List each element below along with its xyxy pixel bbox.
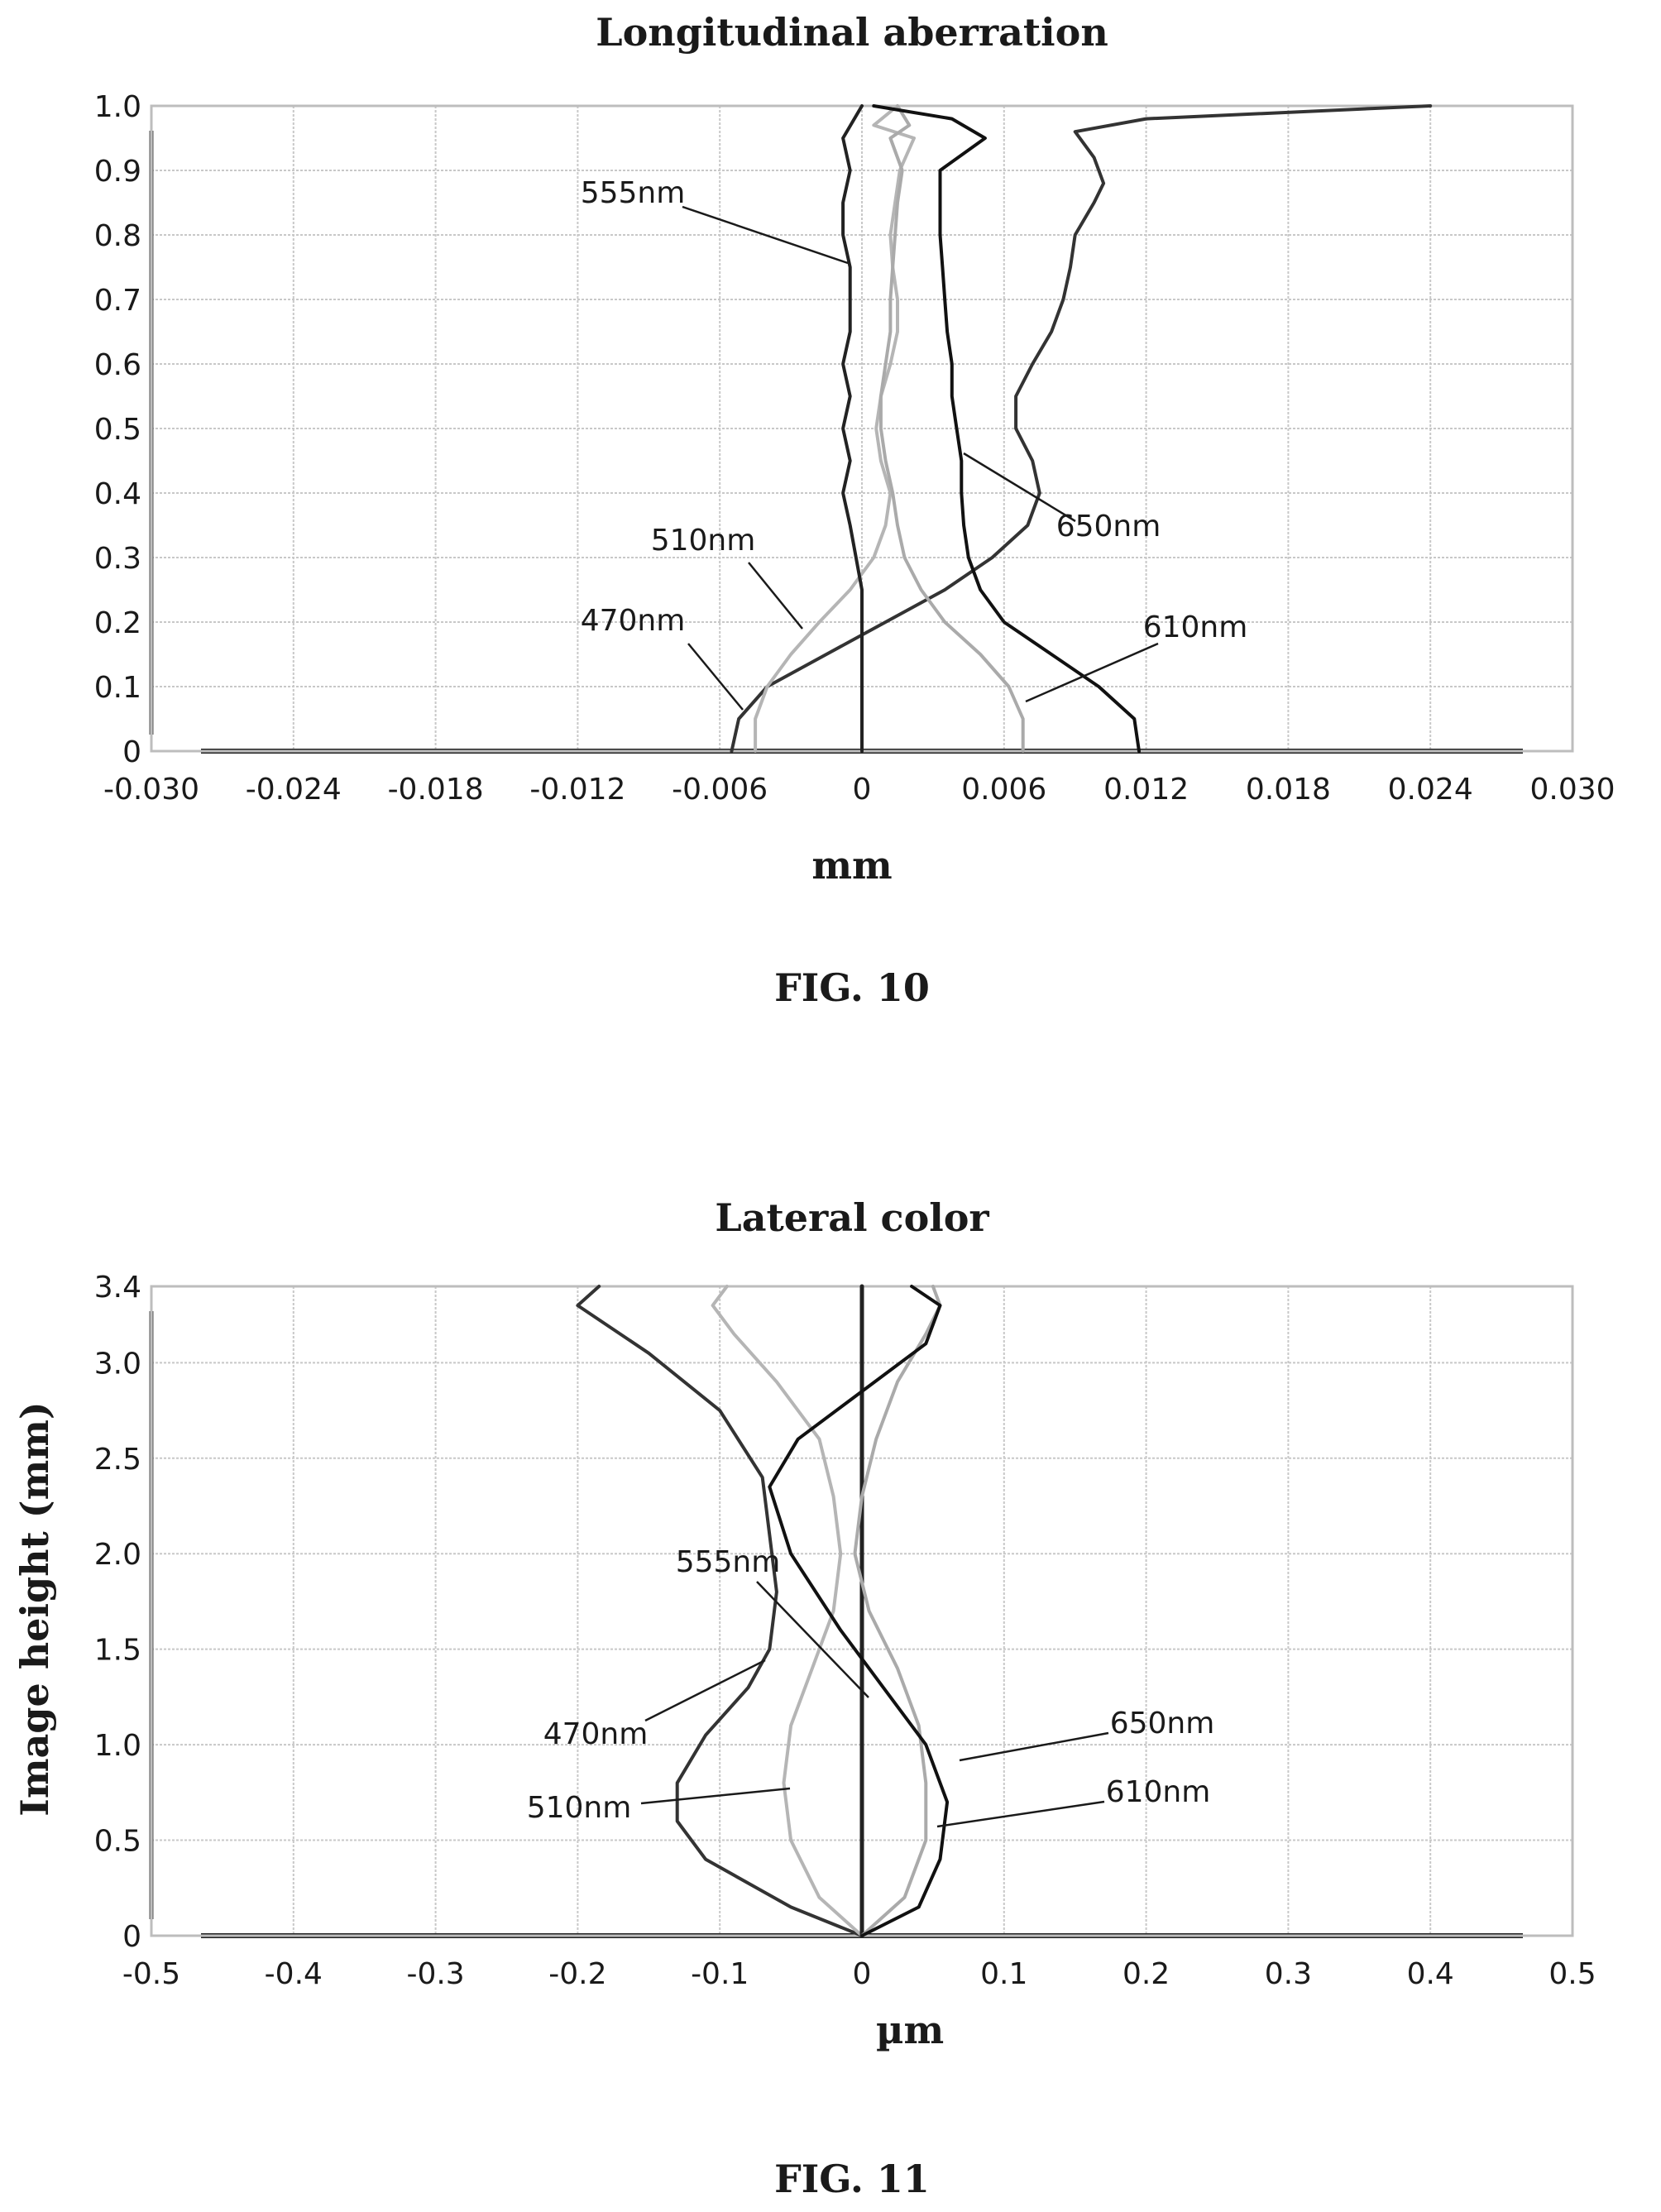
- callout-leader: [640, 1787, 791, 1805]
- series-label: 470nm: [581, 604, 686, 638]
- callouts: 555nm 510nm 470nm 650nm 610nm: [581, 176, 1248, 711]
- y-tick-label: 0.8: [94, 219, 141, 253]
- callout-leader: [756, 1581, 869, 1698]
- x-tick-label: -0.018: [388, 773, 484, 807]
- x-tick-label: 0.012: [1103, 773, 1189, 807]
- series-label: 470nm: [543, 1717, 649, 1751]
- callout-leader: [682, 205, 849, 265]
- x-tick-label: 0: [853, 1957, 872, 1991]
- x-tick-label: 0.4: [1407, 1957, 1454, 1991]
- x-tick-label: -0.4: [265, 1957, 323, 1991]
- tick-labels: -0.5 -0.4 -0.3 -0.2 -0.1 0 0.1 0.2 0.3 0.4 0.5 0 0.5…: [94, 1271, 1596, 1991]
- x-tick-label: 0.5: [1549, 1957, 1596, 1991]
- y-tick-label: 0: [122, 1920, 141, 1954]
- y-tick-label: 0.7: [94, 284, 141, 318]
- y-tick-label: 0.4: [94, 477, 141, 511]
- series-group: [576, 1284, 950, 1938]
- series-label: 510nm: [651, 524, 756, 558]
- x-tick-label: 0.1: [980, 1957, 1027, 1991]
- figure-label: FIG. 10: [774, 965, 930, 1010]
- series-line-650nm: [768, 1285, 950, 1937]
- x-axis-label: µm: [876, 2008, 944, 2052]
- y-tick-label: 1.5: [94, 1634, 141, 1668]
- series-label: 555nm: [676, 1545, 781, 1579]
- series-line-470nm: [576, 1285, 864, 1937]
- series-label: 610nm: [1143, 610, 1248, 644]
- y-tick-label: 3.0: [94, 1347, 141, 1381]
- x-tick-label: 0: [853, 773, 872, 807]
- callout-leader: [959, 1731, 1109, 1762]
- series-label: 650nm: [1056, 510, 1161, 543]
- longitudinal-aberration-chart: Longitudinal aberration -0.030 -0.024 -0.0…: [94, 10, 1616, 1010]
- x-tick-label: -0.012: [529, 773, 625, 807]
- x-tick-label: -0.2: [548, 1957, 606, 1991]
- x-tick-label: -0.006: [672, 773, 768, 807]
- y-tick-label: 0.5: [94, 413, 141, 447]
- lateral-color-chart: Lateral color -0.5 -0.4 -0.3 -0.2 -0.1 0 0.1 0.…: [12, 1195, 1596, 2201]
- callout-leader: [1025, 642, 1159, 703]
- callout-leader: [687, 643, 744, 711]
- y-tick-label: 0.6: [94, 348, 141, 382]
- callout-leader: [748, 562, 803, 630]
- y-tick-label: 2.5: [94, 1443, 141, 1477]
- tick-labels: -0.030 -0.024 -0.018 -0.012 -0.006 0 0.006 0.01…: [94, 90, 1616, 807]
- x-tick-label: -0.5: [122, 1957, 180, 1991]
- series-line-510nm: [711, 1285, 864, 1937]
- y-tick-label: 0.2: [94, 606, 141, 640]
- y-tick-label: 0: [122, 735, 141, 769]
- x-tick-label: -0.1: [691, 1957, 749, 1991]
- series-line-650nm: [872, 104, 1141, 753]
- series-label: 555nm: [581, 176, 686, 210]
- series-line-510nm: [754, 104, 916, 753]
- y-axis-label: Image height (mm): [12, 1401, 57, 1816]
- chart-title: Longitudinal aberration: [596, 10, 1108, 55]
- series-line-610nm: [853, 1285, 942, 1937]
- callout-leader: [963, 452, 1076, 523]
- y-tick-label: 2.0: [94, 1538, 141, 1572]
- x-tick-label: 0.2: [1122, 1957, 1170, 1991]
- x-tick-label: 0.006: [961, 773, 1046, 807]
- x-tick-label: 0.3: [1265, 1957, 1312, 1991]
- x-tick-label: -0.3: [406, 1957, 464, 1991]
- x-tick-label: 0.024: [1388, 773, 1473, 807]
- callout-leader: [644, 1659, 766, 1722]
- y-tick-label: 1.0: [94, 90, 141, 124]
- y-tick-label: 1.0: [94, 1729, 141, 1763]
- y-tick-label: 0.3: [94, 542, 141, 576]
- y-tick-label: 3.4: [94, 1271, 141, 1305]
- x-tick-label: 0.030: [1529, 773, 1615, 807]
- x-tick-label: -0.030: [103, 773, 199, 807]
- callout-leader: [936, 1800, 1105, 1828]
- y-tick-label: 0.9: [94, 155, 141, 189]
- figure-label: FIG. 11: [774, 2157, 930, 2201]
- series-label: 610nm: [1106, 1775, 1211, 1809]
- series-label: 510nm: [527, 1791, 632, 1825]
- chart-title: Lateral color: [715, 1195, 989, 1240]
- series-line-610nm: [878, 104, 1025, 753]
- series-group: [730, 104, 1433, 753]
- y-tick-label: 0.1: [94, 671, 141, 705]
- x-tick-label: -0.024: [246, 773, 342, 807]
- series-line-555nm: [841, 104, 864, 753]
- x-tick-label: 0.018: [1246, 773, 1331, 807]
- x-axis-label: mm: [811, 843, 892, 888]
- y-tick-label: 0.5: [94, 1825, 141, 1859]
- callouts: 555nm 470nm 510nm 650nm 610nm: [527, 1545, 1215, 1828]
- series-line-470nm: [730, 104, 1433, 753]
- series-label: 650nm: [1110, 1707, 1215, 1740]
